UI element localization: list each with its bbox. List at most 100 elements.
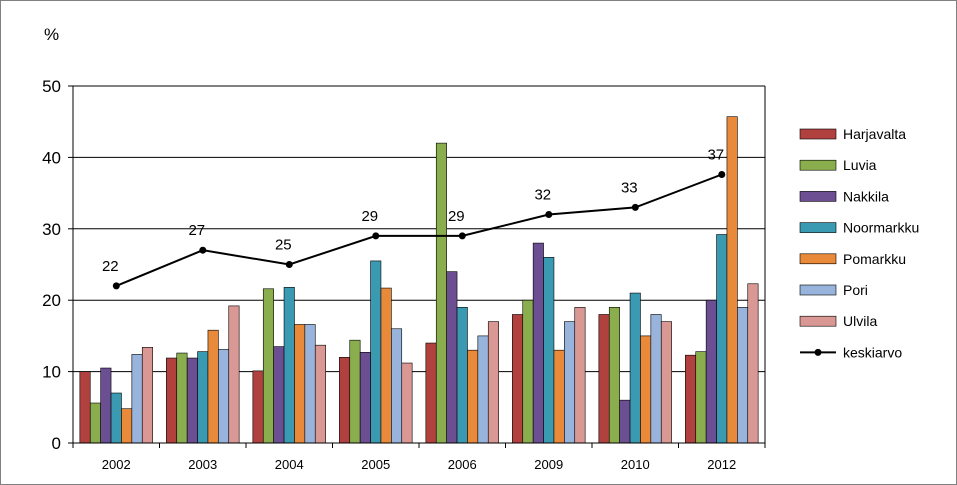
y-tick-label-20: 20 <box>42 291 61 310</box>
average-label-2006: 29 <box>448 208 465 225</box>
bar-luvia-2010 <box>608 307 620 444</box>
x-tick-label-2012: 2012 <box>707 457 736 472</box>
bar-harjavalta-2010 <box>598 314 610 444</box>
bar-luvia-2005 <box>349 339 361 444</box>
bar-noormarkku-2012 <box>716 234 728 444</box>
average-point-2009 <box>545 211 553 218</box>
average-point-2005 <box>372 232 380 240</box>
legend-label-luvia: Luvia <box>843 157 877 173</box>
average-line-path <box>115 173 723 287</box>
bar-luvia-2012 <box>695 351 707 444</box>
x-tick-label-2010: 2010 <box>621 457 650 472</box>
bar-pomarkku-2012 <box>726 116 738 444</box>
legend-label-pori: Pori <box>843 282 868 298</box>
bar-noormarkku-2003 <box>197 351 209 444</box>
bar-noormarkku-2005 <box>370 260 382 444</box>
average-label-2004: 25 <box>275 237 292 254</box>
bar-harjavalta-2002 <box>79 371 91 444</box>
bar-nakkila-2012 <box>705 299 717 444</box>
average-label-2005: 29 <box>361 208 378 225</box>
legend-swatch-noormarkku <box>799 222 837 233</box>
bar-harjavalta-2009 <box>512 314 524 444</box>
x-tick-label-2002: 2002 <box>102 457 131 472</box>
y-axis-unit-label: % <box>44 25 59 44</box>
legend-swatch-pori <box>799 284 837 296</box>
bar-pomarkku-2009 <box>553 349 565 444</box>
bar-ulvila-2009 <box>574 307 586 444</box>
bar-ulvila-2012 <box>747 283 759 444</box>
bar-nakkila-2004 <box>273 346 285 444</box>
bar-pori-2009 <box>564 321 576 444</box>
bar-ulvila-2005 <box>401 362 413 444</box>
bar-pori-2004 <box>304 324 316 444</box>
x-tick-label-2006: 2006 <box>448 457 477 472</box>
bar-luvia-2002 <box>89 402 101 444</box>
average-label-2009: 32 <box>534 187 551 204</box>
bar-ulvila-2004 <box>314 344 326 444</box>
x-tick-label-2003: 2003 <box>188 457 217 472</box>
bar-harjavalta-2005 <box>339 357 351 444</box>
legend-label-harjavalta: Harjavalta <box>843 126 906 142</box>
bar-noormarkku-2002 <box>110 392 122 444</box>
bar-harjavalta-2003 <box>166 357 178 444</box>
average-point-2006 <box>458 232 466 240</box>
bar-nakkila-2002 <box>100 367 112 444</box>
bar-pori-2012 <box>737 307 749 444</box>
bar-noormarkku-2010 <box>629 292 641 444</box>
y-tick-label-40: 40 <box>42 148 61 167</box>
average-point-2004 <box>285 261 293 268</box>
average-point-2002 <box>112 282 120 290</box>
legend-label-keskiarvo: keskiarvo <box>843 344 902 360</box>
bar-harjavalta-2004 <box>252 370 264 444</box>
average-point-2003 <box>199 246 207 254</box>
bar-nakkila-2003 <box>186 357 198 444</box>
average-point-2012 <box>718 171 726 178</box>
bar-luvia-2003 <box>176 352 188 444</box>
y-tick-label-30: 30 <box>42 220 61 239</box>
legend-swatch-harjavalta <box>799 128 837 140</box>
average-label-2010: 33 <box>621 179 638 196</box>
bar-harjavalta-2012 <box>685 354 697 444</box>
legend: Harjavalta Luvia Nakkila Noormarkku Pomarkku… <box>799 126 919 360</box>
x-tick-label-2004: 2004 <box>275 457 304 472</box>
bar-pomarkku-2006 <box>467 349 479 444</box>
bar-pori-2002 <box>131 354 143 444</box>
bar-ulvila-2003 <box>228 305 240 444</box>
bar-nakkila-2009 <box>532 242 544 444</box>
y-tick-label-0: 0 <box>52 434 61 453</box>
bar-pori-2010 <box>650 314 662 444</box>
bar-luvia-2009 <box>522 299 534 444</box>
bar-pomarkku-2003 <box>207 329 219 444</box>
bar-pomarkku-2005 <box>380 287 392 444</box>
legend-label-ulvila: Ulvila <box>843 313 877 329</box>
bar-noormarkku-2004 <box>283 287 295 444</box>
bar-pomarkku-2004 <box>294 324 306 444</box>
average-label-2012: 37 <box>707 147 724 164</box>
average-label-2003: 27 <box>188 222 205 239</box>
x-tick-label-2005: 2005 <box>361 457 390 472</box>
bar-nakkila-2006 <box>446 271 458 444</box>
y-tick-label-10: 10 <box>42 363 61 382</box>
bar-nakkila-2010 <box>619 399 631 444</box>
x-tick-label-2009: 2009 <box>534 457 563 472</box>
legend-swatch-ulvila <box>799 315 837 327</box>
bar-noormarkku-2006 <box>456 307 468 444</box>
legend-label-nakkila: Nakkila <box>843 188 889 204</box>
bar-pori-2006 <box>477 335 489 444</box>
bar-pori-2003 <box>218 349 230 444</box>
bar-luvia-2006 <box>435 142 447 444</box>
legend-swatch-nakkila <box>799 191 837 202</box>
y-tick-label-50: 50 <box>42 77 61 96</box>
average-label-2002: 22 <box>102 258 119 275</box>
bar-ulvila-2002 <box>141 347 153 444</box>
bar-pomarkku-2002 <box>121 408 133 444</box>
bar-pomarkku-2010 <box>640 335 652 444</box>
legend-marker-keskiarvo <box>814 348 822 356</box>
average-point-2010 <box>631 203 639 211</box>
bar-harjavalta-2006 <box>425 342 437 444</box>
legend-label-pomarkku: Pomarkku <box>843 251 906 267</box>
bars <box>79 116 759 444</box>
average-line: 22 27 25 29 29 32 33 37 <box>102 147 726 290</box>
legend-label-noormarkku: Noormarkku <box>843 220 919 236</box>
